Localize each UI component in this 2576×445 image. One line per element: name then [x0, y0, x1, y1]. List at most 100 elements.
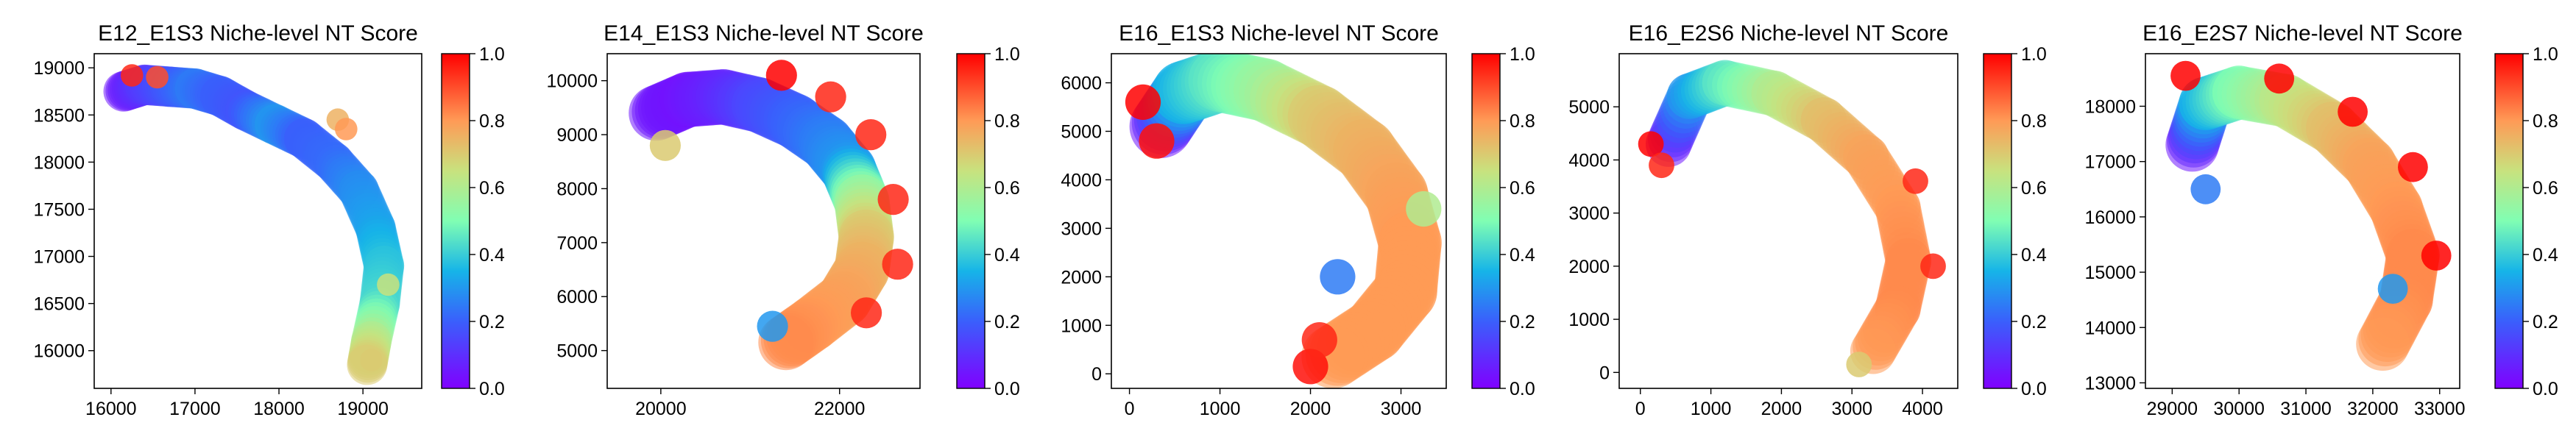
colorbar-tick-label: 0.2	[2021, 312, 2047, 332]
edge-point	[2170, 60, 2201, 91]
x-tick-label: 2000	[1761, 399, 1802, 419]
x-tick-label: 29000	[2147, 399, 2198, 419]
edge-point	[1638, 131, 1664, 157]
y-tick-label: 13000	[2084, 373, 2136, 394]
y-tick-label: 3000	[1061, 218, 1102, 239]
y-tick-label: 15000	[2084, 263, 2136, 283]
edge-point	[2264, 63, 2295, 94]
colorbar-tick-label: 0.2	[2533, 312, 2558, 332]
plot-area	[103, 64, 405, 385]
panel-1: E12_E1S3 Niche-level NT Score 16000 17000 1…	[33, 21, 504, 419]
panel-title: E14_E1S3 Niche-level NT Score	[604, 21, 924, 46]
colorbar-tick-label: 0.8	[479, 111, 505, 132]
colorbar-gradient	[1472, 54, 1500, 388]
edge-point	[765, 60, 797, 91]
y-tick-label: 17000	[33, 247, 85, 268]
y-tick-label: 18500	[33, 105, 85, 126]
edge-point	[1903, 168, 1928, 194]
colorbar-tick-label: 0.2	[1510, 312, 1535, 332]
colorbar-tick-label: 0.4	[479, 245, 505, 266]
panel-title: E12_E1S3 Niche-level NT Score	[98, 21, 418, 46]
colorbar-tick-label: 0.0	[479, 379, 505, 399]
panel-2: E14_E1S3 Niche-level NT Score 20000 22000 5…	[546, 21, 1019, 419]
axes-frame	[1618, 53, 1958, 389]
colorbar-tick-label: 0.6	[1510, 178, 1535, 199]
y-tick-label: 0	[1599, 363, 1610, 383]
y-tick-label: 10000	[546, 71, 598, 92]
x-tick-label: 33000	[2414, 399, 2466, 419]
plot-area	[629, 60, 913, 371]
edge-point	[335, 118, 358, 140]
tissue-point	[2356, 317, 2410, 371]
edge-point	[1139, 123, 1175, 159]
y-tick-label: 7000	[556, 233, 598, 254]
x-tick-label: 16000	[85, 399, 137, 419]
x-tick-label: 0	[1125, 399, 1135, 419]
edge-point	[877, 184, 909, 216]
colorbar-tick-label: 0.6	[2533, 178, 2558, 199]
colorbar-tick-label: 0.0	[2533, 379, 2558, 399]
y-tick-label: 2000	[1061, 267, 1102, 288]
y-tick-label: 1000	[1568, 310, 1610, 330]
edge-point	[1292, 349, 1328, 385]
y-tick-label: 4000	[1061, 170, 1102, 191]
colorbar-tick-label: 1.0	[1510, 44, 1535, 65]
colorbar-tick-label: 0.6	[994, 178, 1020, 199]
edge-point	[2190, 174, 2221, 204]
panel-4: E16_E2S6 Niche-level NT Score 0 1000 2000 30…	[1568, 21, 2046, 419]
plot-area	[1125, 54, 1442, 388]
x-tick-label: 31000	[2280, 399, 2332, 419]
colorbar-frame	[1471, 53, 1501, 389]
edge-point	[757, 310, 788, 342]
y-tick-label: 18000	[2084, 96, 2136, 117]
y-tick-label: 6000	[556, 287, 598, 307]
edge-point	[649, 129, 682, 161]
y-tick-label: 19000	[33, 58, 85, 79]
x-tick-label: 18000	[253, 399, 305, 419]
y-tick-label: 5000	[1061, 122, 1102, 143]
edge-point	[855, 119, 887, 151]
edge-point	[1301, 322, 1337, 358]
y-tick-label: 17500	[33, 199, 85, 220]
edge-point	[1125, 84, 1161, 120]
x-tick-label: 1000	[1691, 399, 1732, 419]
edge-point	[1920, 253, 1946, 280]
edge-point	[146, 65, 169, 89]
colorbar-tick-label: 0.4	[2021, 245, 2047, 266]
panel-3: E16_E1S3 Niche-level NT Score 0 1000 2000 30…	[1061, 21, 1535, 419]
x-tick-label: 3000	[1381, 399, 1422, 419]
axes-frame	[93, 53, 422, 389]
y-tick-label: 0	[1091, 364, 1102, 385]
colorbar-gradient	[957, 54, 985, 388]
x-tick-label: 32000	[2347, 399, 2399, 419]
edge-point	[1320, 259, 1356, 295]
colorbar-tick-label: 0.2	[994, 312, 1020, 332]
panel-5: E16_E2S7 Niche-level NT Score 29000 30000 3…	[2084, 21, 2558, 419]
edge-point	[882, 249, 913, 280]
y-tick-label: 4000	[1568, 150, 1610, 171]
edge-point	[121, 64, 144, 87]
axes-frame	[2145, 53, 2460, 389]
colorbar-tick-label: 0.8	[2533, 111, 2558, 132]
x-tick-label: 3000	[1831, 399, 1872, 419]
y-tick-label: 8000	[556, 179, 598, 199]
colorbar-frame	[956, 53, 986, 389]
edge-point	[815, 81, 846, 113]
colorbar-gradient	[2495, 54, 2523, 388]
colorbar-tick-label: 1.0	[2533, 44, 2558, 65]
x-tick-label: 30000	[2213, 399, 2265, 419]
y-tick-label: 16000	[33, 341, 85, 362]
y-tick-label: 16000	[2084, 207, 2136, 228]
edge-point	[1846, 352, 1872, 377]
axes-frame	[1111, 53, 1447, 389]
colorbar-tick-label: 1.0	[994, 44, 1020, 65]
edge-point	[360, 349, 383, 371]
y-tick-label: 5000	[1568, 97, 1610, 118]
x-tick-label: 20000	[635, 399, 687, 419]
panel-title: E16_E2S7 Niche-level NT Score	[2142, 21, 2463, 46]
colorbar-frame	[2494, 53, 2524, 389]
edge-point	[851, 297, 882, 329]
colorbar-tick-label: 0.8	[1510, 111, 1535, 132]
x-tick-label: 19000	[337, 399, 389, 419]
